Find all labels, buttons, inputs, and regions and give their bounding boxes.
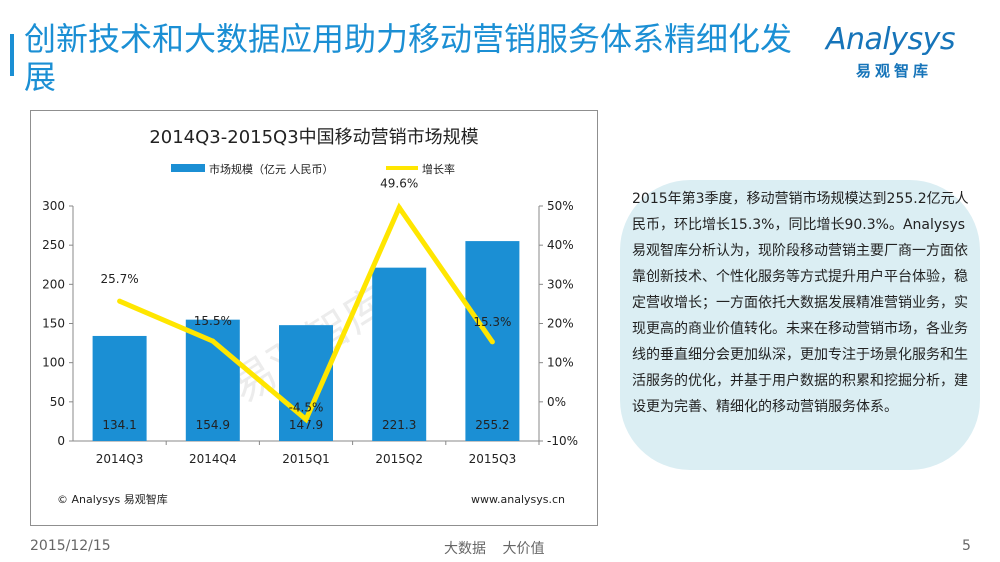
slide-title: 创新技术和大数据应用助力移动营销服务体系精细化发展	[24, 20, 793, 96]
page-number: 5	[962, 538, 971, 554]
chart-source-left: © Analysys 易观智库	[57, 492, 168, 506]
y-right-tick-label: 20%	[547, 317, 574, 331]
legend-bar-swatch	[171, 164, 205, 172]
chart-title: 2014Q3-2015Q3中国移动营销市场规模	[149, 127, 478, 148]
bar-2014Q3	[92, 335, 147, 441]
analysis-note-text: 2015年第3季度，移动营销市场规模达到255.2亿元人民币，环比增长15.3%…	[632, 191, 969, 415]
growth-rate-point	[396, 205, 402, 211]
bar-value-label: 255.2	[475, 418, 509, 432]
y-left-tick-label: 200	[42, 277, 65, 291]
y-left-tick-label: 100	[42, 356, 65, 370]
y-right-tick-label: 0%	[547, 395, 566, 409]
legend-line-label: 增长率	[422, 162, 455, 176]
title-accent-bar	[10, 34, 14, 76]
footer-date: 2015/12/15	[30, 538, 111, 554]
analysis-note-bubble	[620, 180, 980, 470]
y-left-tick-label: 300	[42, 199, 65, 213]
footer-slogan: 大数据 大价值	[444, 541, 545, 557]
y-right-tick-label: -10%	[547, 434, 578, 448]
y-right-tick-label: 30%	[547, 277, 574, 291]
y-left-tick-label: 50	[50, 395, 65, 409]
bar-value-label: 221.3	[382, 418, 416, 432]
y-right-tick-label: 50%	[547, 199, 574, 213]
y-right-tick-label: 10%	[547, 356, 574, 370]
logo-name: Analysys	[826, 22, 956, 57]
chart-source-right: www.analysys.cn	[471, 493, 565, 506]
x-tick-label: 2015Q3	[469, 452, 517, 466]
growth-rate-label: 15.3%	[473, 315, 511, 329]
bar-value-label: 134.1	[102, 418, 136, 432]
growth-rate-label: -4.5%	[289, 400, 324, 414]
y-left-tick-label: 250	[42, 238, 65, 252]
growth-rate-point	[489, 339, 495, 345]
x-tick-label: 2015Q1	[282, 452, 330, 466]
bar-value-label: 147.9	[289, 418, 323, 432]
logo-chinese-name: 易观智库	[856, 62, 933, 80]
y-left-tick-label: 0	[57, 434, 65, 448]
x-tick-label: 2015Q2	[375, 452, 423, 466]
x-tick-label: 2014Q4	[189, 452, 237, 466]
analysys-logo: Analysys 易观智库	[826, 22, 976, 92]
growth-rate-label: 49.6%	[380, 177, 418, 191]
legend-bar-label: 市场规模（亿元 人民币）	[209, 162, 334, 176]
bar-value-label: 154.9	[196, 418, 230, 432]
growth-rate-label: 25.7%	[101, 272, 139, 286]
growth-rate-point	[303, 416, 309, 422]
growth-rate-point	[117, 298, 123, 304]
growth-rate-point	[210, 338, 216, 344]
growth-rate-label: 15.5%	[194, 314, 232, 328]
y-right-tick-label: 40%	[547, 238, 574, 252]
x-tick-label: 2014Q3	[96, 452, 144, 466]
bar-2015Q2	[372, 267, 427, 441]
y-left-tick-label: 150	[42, 317, 65, 331]
